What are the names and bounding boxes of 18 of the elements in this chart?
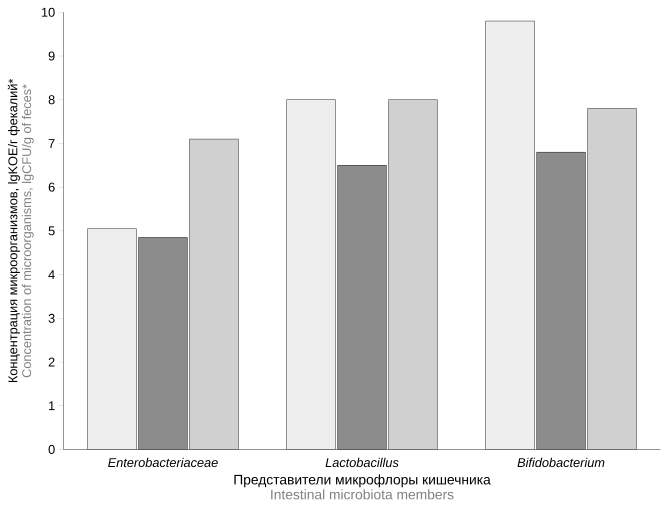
y-tick-label: 5: [48, 226, 55, 236]
text: Concentration of microorganisms, lgCFU/g of feces*: [22, 84, 34, 378]
x-tick-label: Bifidobacterium: [518, 458, 604, 468]
y-tick-label: 10: [42, 8, 55, 17]
y-tick-label: 9: [48, 51, 55, 60]
y-tick-label: 1: [49, 401, 55, 410]
x-tick-label: Lactobacillus: [326, 458, 399, 467]
y-tick-label: 7: [48, 138, 55, 148]
y-tick-label: 3: [48, 314, 55, 323]
y-axis-title: Концентрация микроорганизмов, lgKOE/г фекалий*: [8, 78, 20, 382]
y-tick-label: 4: [48, 270, 55, 279]
y-tick-label: 8: [48, 95, 55, 104]
y-tick-label: 6: [48, 182, 55, 192]
x-tick-label: Enterobacteriaceae: [108, 458, 218, 467]
text: Intestinal microbiota members: [271, 489, 454, 500]
x-axis-title: Представители микрофлоры кишечника: [234, 474, 491, 488]
y-tick-label: 2: [48, 357, 55, 366]
y-tick-label: 0: [48, 444, 55, 454]
